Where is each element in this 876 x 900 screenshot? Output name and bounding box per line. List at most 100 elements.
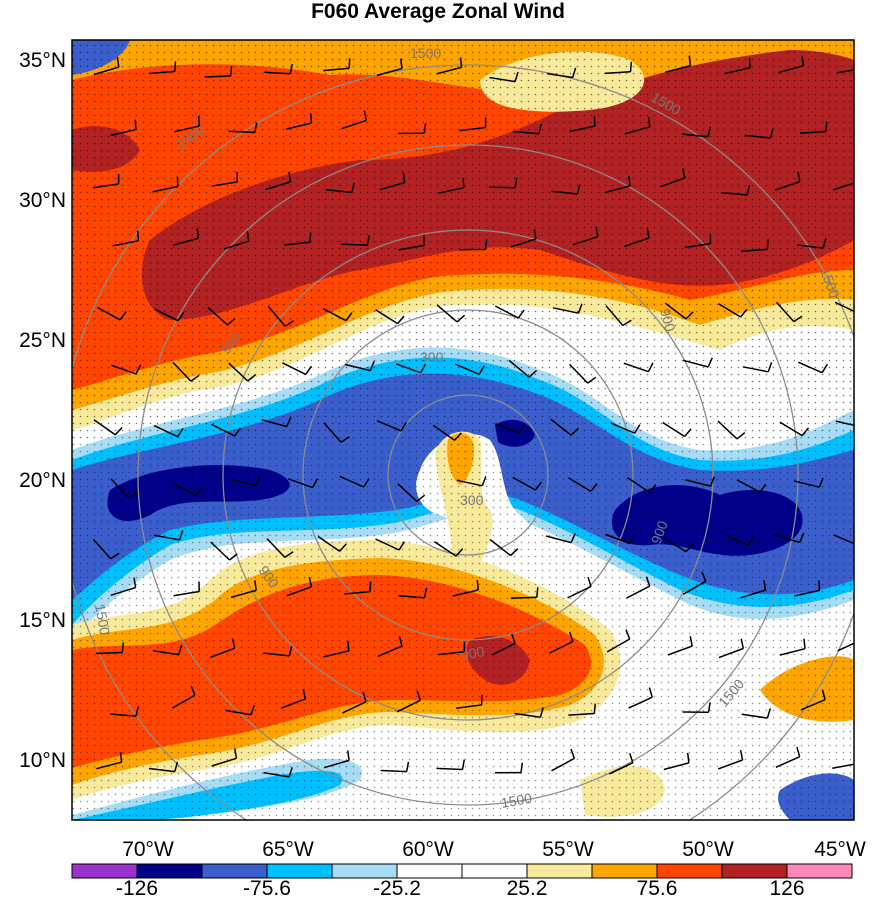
wind-barb: [797, 361, 823, 374]
wind-barb-feather: [647, 116, 651, 127]
wind-barb-feather: [229, 65, 233, 77]
latitude-label: 15°N: [19, 609, 66, 632]
wind-barb: [341, 119, 367, 130]
colorbar-tick-label: 126: [769, 877, 804, 900]
wind-barb: [626, 585, 651, 599]
wind-barb-feather: [648, 687, 653, 698]
wind-barb: [682, 359, 709, 368]
wind-barb: [286, 586, 312, 597]
wind-barb-feather: [510, 548, 519, 557]
wind-barb: [398, 244, 425, 251]
longitude-label: 70°W: [122, 838, 174, 861]
wind-barb-feather: [128, 491, 138, 499]
wind-barb-feather: [517, 309, 525, 319]
wind-barb: [375, 309, 398, 325]
wind-barb-feather: [803, 638, 806, 649]
wind-barb: [550, 418, 572, 436]
wind-barb-feather: [137, 230, 140, 241]
wind-barb: [379, 181, 405, 191]
wind-barb: [665, 64, 691, 73]
wind-barb-feather: [821, 689, 826, 700]
wind-barb-feather: [197, 115, 201, 127]
wind-barb: [323, 759, 350, 769]
wind-barb: [740, 589, 766, 599]
wind-barb: [514, 712, 541, 718]
wind-barb: [111, 364, 137, 375]
wind-barb-feather: [347, 640, 350, 651]
wind-barb-feather: [759, 483, 767, 493]
wind-barb: [684, 242, 711, 249]
stipple-south: [72, 440, 854, 820]
wind-barb-feather: [763, 580, 767, 591]
wind-barb: [454, 363, 480, 375]
wind-barb: [741, 713, 768, 719]
wind-barb: [436, 767, 463, 771]
wind-barb-feather: [254, 580, 257, 591]
contour-ring: [137, 144, 799, 806]
wind-barb: [148, 70, 175, 75]
wind-barb: [608, 762, 634, 775]
wind-barb: [452, 589, 479, 597]
wind-barb-feather: [195, 487, 203, 497]
wind-barb: [610, 422, 635, 434]
wind-barb-feather: [707, 126, 712, 137]
wind-barb-feather: [769, 128, 774, 139]
wind-barb: [742, 366, 769, 373]
contour-ring: [72, 64, 854, 820]
wind-barb-feather: [135, 706, 140, 717]
wind-barb-feather: [685, 543, 694, 553]
wind-barb: [741, 248, 768, 252]
latitude-label: 25°N: [19, 329, 66, 352]
wind-barb-feather: [176, 176, 179, 187]
wind-barb: [172, 361, 192, 382]
wind-barb: [225, 709, 252, 716]
wind-barb-feather: [534, 481, 543, 491]
wind-barb-feather: [255, 476, 261, 486]
wind-barb-feather: [595, 226, 599, 237]
wind-barb-feather: [748, 57, 751, 68]
wind-barb-feather: [339, 543, 347, 552]
wind-barb-feather: [633, 424, 641, 434]
wind-barb: [510, 238, 537, 248]
wind-barb: [664, 302, 687, 320]
wind-barb: [717, 420, 738, 440]
wind-barb-feather: [740, 638, 745, 649]
colorbar-swatch: [396, 863, 463, 879]
wind-barb-feather: [116, 57, 120, 68]
wind-barb: [92, 183, 119, 189]
wind-barb-feather: [302, 688, 307, 700]
wind-barb-feather: [133, 577, 137, 588]
wind-barb-feather: [520, 762, 524, 773]
colorbar-swatch: [721, 863, 788, 879]
stipple-north: [72, 40, 854, 440]
wind-barb: [491, 642, 516, 656]
contour-label: 900: [460, 643, 486, 663]
wind-barb: [736, 479, 761, 493]
wind-barb: [546, 72, 573, 79]
wind-barb-feather: [288, 171, 292, 182]
wind-barb-feather: [539, 707, 544, 718]
wind-barb: [682, 133, 709, 138]
wind-barb: [93, 66, 120, 76]
latitude-label: 30°N: [19, 189, 66, 212]
wind-barb-feather: [311, 478, 318, 488]
wind-barb-feather: [709, 476, 715, 487]
wind-barb: [96, 306, 121, 321]
wind-barb: [779, 647, 806, 656]
colorbar-swatch: [266, 863, 333, 879]
wind-barb: [663, 762, 690, 771]
wind-barb: [230, 478, 257, 487]
colorbar-swatch: [331, 863, 398, 879]
wind-barb: [96, 651, 123, 655]
wind-barb: [438, 650, 465, 656]
wind-barb: [572, 235, 599, 246]
wind-barb: [628, 696, 653, 709]
contour-label: 1500: [500, 790, 534, 811]
wind-barb: [266, 538, 286, 558]
wind-barb-feather: [178, 644, 183, 655]
wind-barb: [438, 186, 464, 194]
longitude-label: 55°W: [542, 838, 594, 861]
wind-barb-feather: [645, 576, 651, 587]
wind-barb: [456, 479, 483, 487]
